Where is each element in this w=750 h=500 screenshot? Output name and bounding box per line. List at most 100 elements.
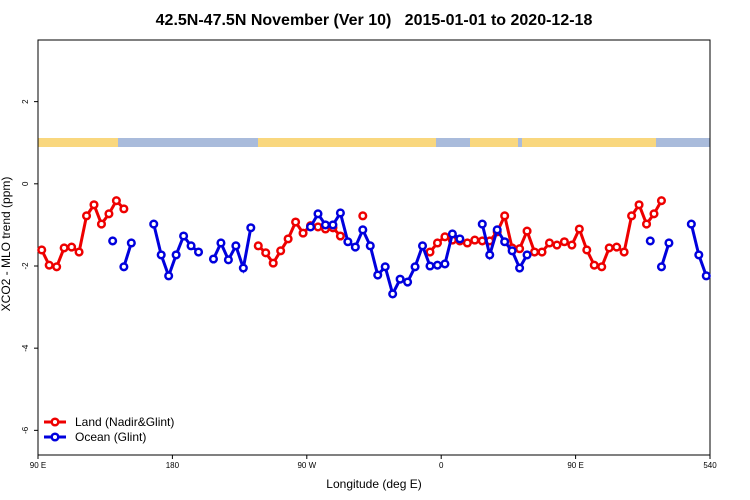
series-line: [40, 198, 663, 269]
data-point: [44, 260, 54, 270]
legend-marker: [50, 417, 60, 427]
data-point: [641, 219, 652, 229]
data-point: [111, 196, 121, 206]
data-point: [470, 235, 480, 245]
data-point: [447, 229, 457, 239]
data-point: [686, 219, 696, 229]
data-point: [507, 246, 517, 256]
data-point: [171, 250, 181, 260]
data-point: [358, 225, 368, 235]
series-line: [122, 209, 708, 299]
data-point: [649, 209, 659, 219]
data-point: [149, 219, 159, 229]
legend-label: Land (Nadir&Glint): [75, 415, 174, 429]
data-point: [343, 237, 353, 247]
data-point: [261, 248, 271, 258]
data-point: [291, 217, 301, 227]
data-point: [701, 271, 711, 281]
data-point: [544, 238, 555, 248]
data-point: [656, 262, 667, 272]
x-tick-label: 90 E: [567, 461, 583, 470]
data-point: [96, 219, 107, 229]
x-tick-label: 0: [439, 461, 444, 470]
data-point: [500, 237, 510, 247]
data-point: [119, 204, 129, 214]
data-point: [645, 236, 655, 246]
data-point: [59, 243, 69, 253]
data-point: [156, 250, 166, 260]
y-tick-label: 2: [21, 99, 30, 104]
data-point: [634, 200, 644, 210]
data-point: [52, 262, 62, 272]
data-point: [320, 220, 331, 230]
data-point: [485, 250, 495, 260]
data-point: [425, 247, 435, 257]
data-point: [559, 237, 569, 247]
land-band: [470, 138, 518, 147]
land-band: [38, 138, 118, 147]
y-axis-label: XCO2 - MLO trend (ppm): [0, 177, 13, 312]
legend-label: Ocean (Glint): [75, 430, 146, 444]
data-point: [529, 247, 540, 257]
data-point: [193, 247, 204, 257]
data-point: [283, 234, 293, 244]
data-point: [335, 231, 345, 241]
x-tick-label: 540: [703, 461, 717, 470]
data-point: [238, 263, 248, 273]
legend-marker: [50, 432, 60, 442]
data-point: [522, 226, 532, 236]
data-point: [694, 250, 704, 260]
y-tick-label: -6: [21, 426, 30, 434]
land-band: [258, 138, 436, 147]
data-point: [328, 220, 338, 230]
data-point: [515, 244, 525, 254]
y-tick-label: -2: [21, 262, 30, 270]
data-point: [582, 245, 592, 255]
data-point: [179, 231, 189, 241]
y-tick-label: -4: [21, 344, 30, 352]
data-point: [425, 261, 435, 271]
data-point: [477, 219, 487, 229]
data-point: [89, 200, 99, 210]
data-point: [268, 258, 278, 268]
data-point: [373, 270, 383, 280]
x-tick-label: 180: [166, 461, 180, 470]
data-point: [589, 260, 599, 270]
data-point: [380, 262, 390, 272]
data-point: [298, 228, 308, 238]
data-point: [37, 245, 47, 255]
data-point: [574, 224, 584, 234]
data-point: [81, 211, 92, 221]
data-point: [164, 271, 174, 281]
data-point: [403, 277, 413, 287]
data-point: [223, 255, 233, 265]
data-point: [126, 238, 136, 248]
data-point: [350, 242, 360, 252]
y-tick-label: 0: [21, 181, 30, 186]
data-point: [656, 196, 667, 206]
data-point: [104, 209, 114, 219]
data-point: [440, 259, 450, 269]
data-point: [664, 238, 674, 248]
x-tick-label: 90 W: [297, 461, 316, 470]
data-point: [515, 263, 525, 273]
data-point: [246, 223, 256, 233]
data-point: [455, 234, 465, 244]
data-point: [612, 242, 622, 252]
data-point: [410, 262, 420, 272]
data-point: [305, 222, 316, 232]
data-point: [313, 222, 323, 232]
data-point: [619, 247, 629, 257]
data-point: [74, 247, 84, 257]
chart-title: 42.5N-47.5N November (Ver 10) 2015-01-01…: [156, 12, 593, 29]
data-point: [462, 238, 472, 248]
data-point: [492, 225, 502, 235]
data-point: [567, 240, 577, 250]
data-point: [522, 250, 532, 260]
data-point: [604, 243, 614, 253]
data-point: [432, 260, 443, 270]
data-point: [597, 262, 607, 272]
data-point: [216, 238, 226, 248]
data-point: [440, 232, 450, 242]
data-point: [67, 242, 77, 252]
